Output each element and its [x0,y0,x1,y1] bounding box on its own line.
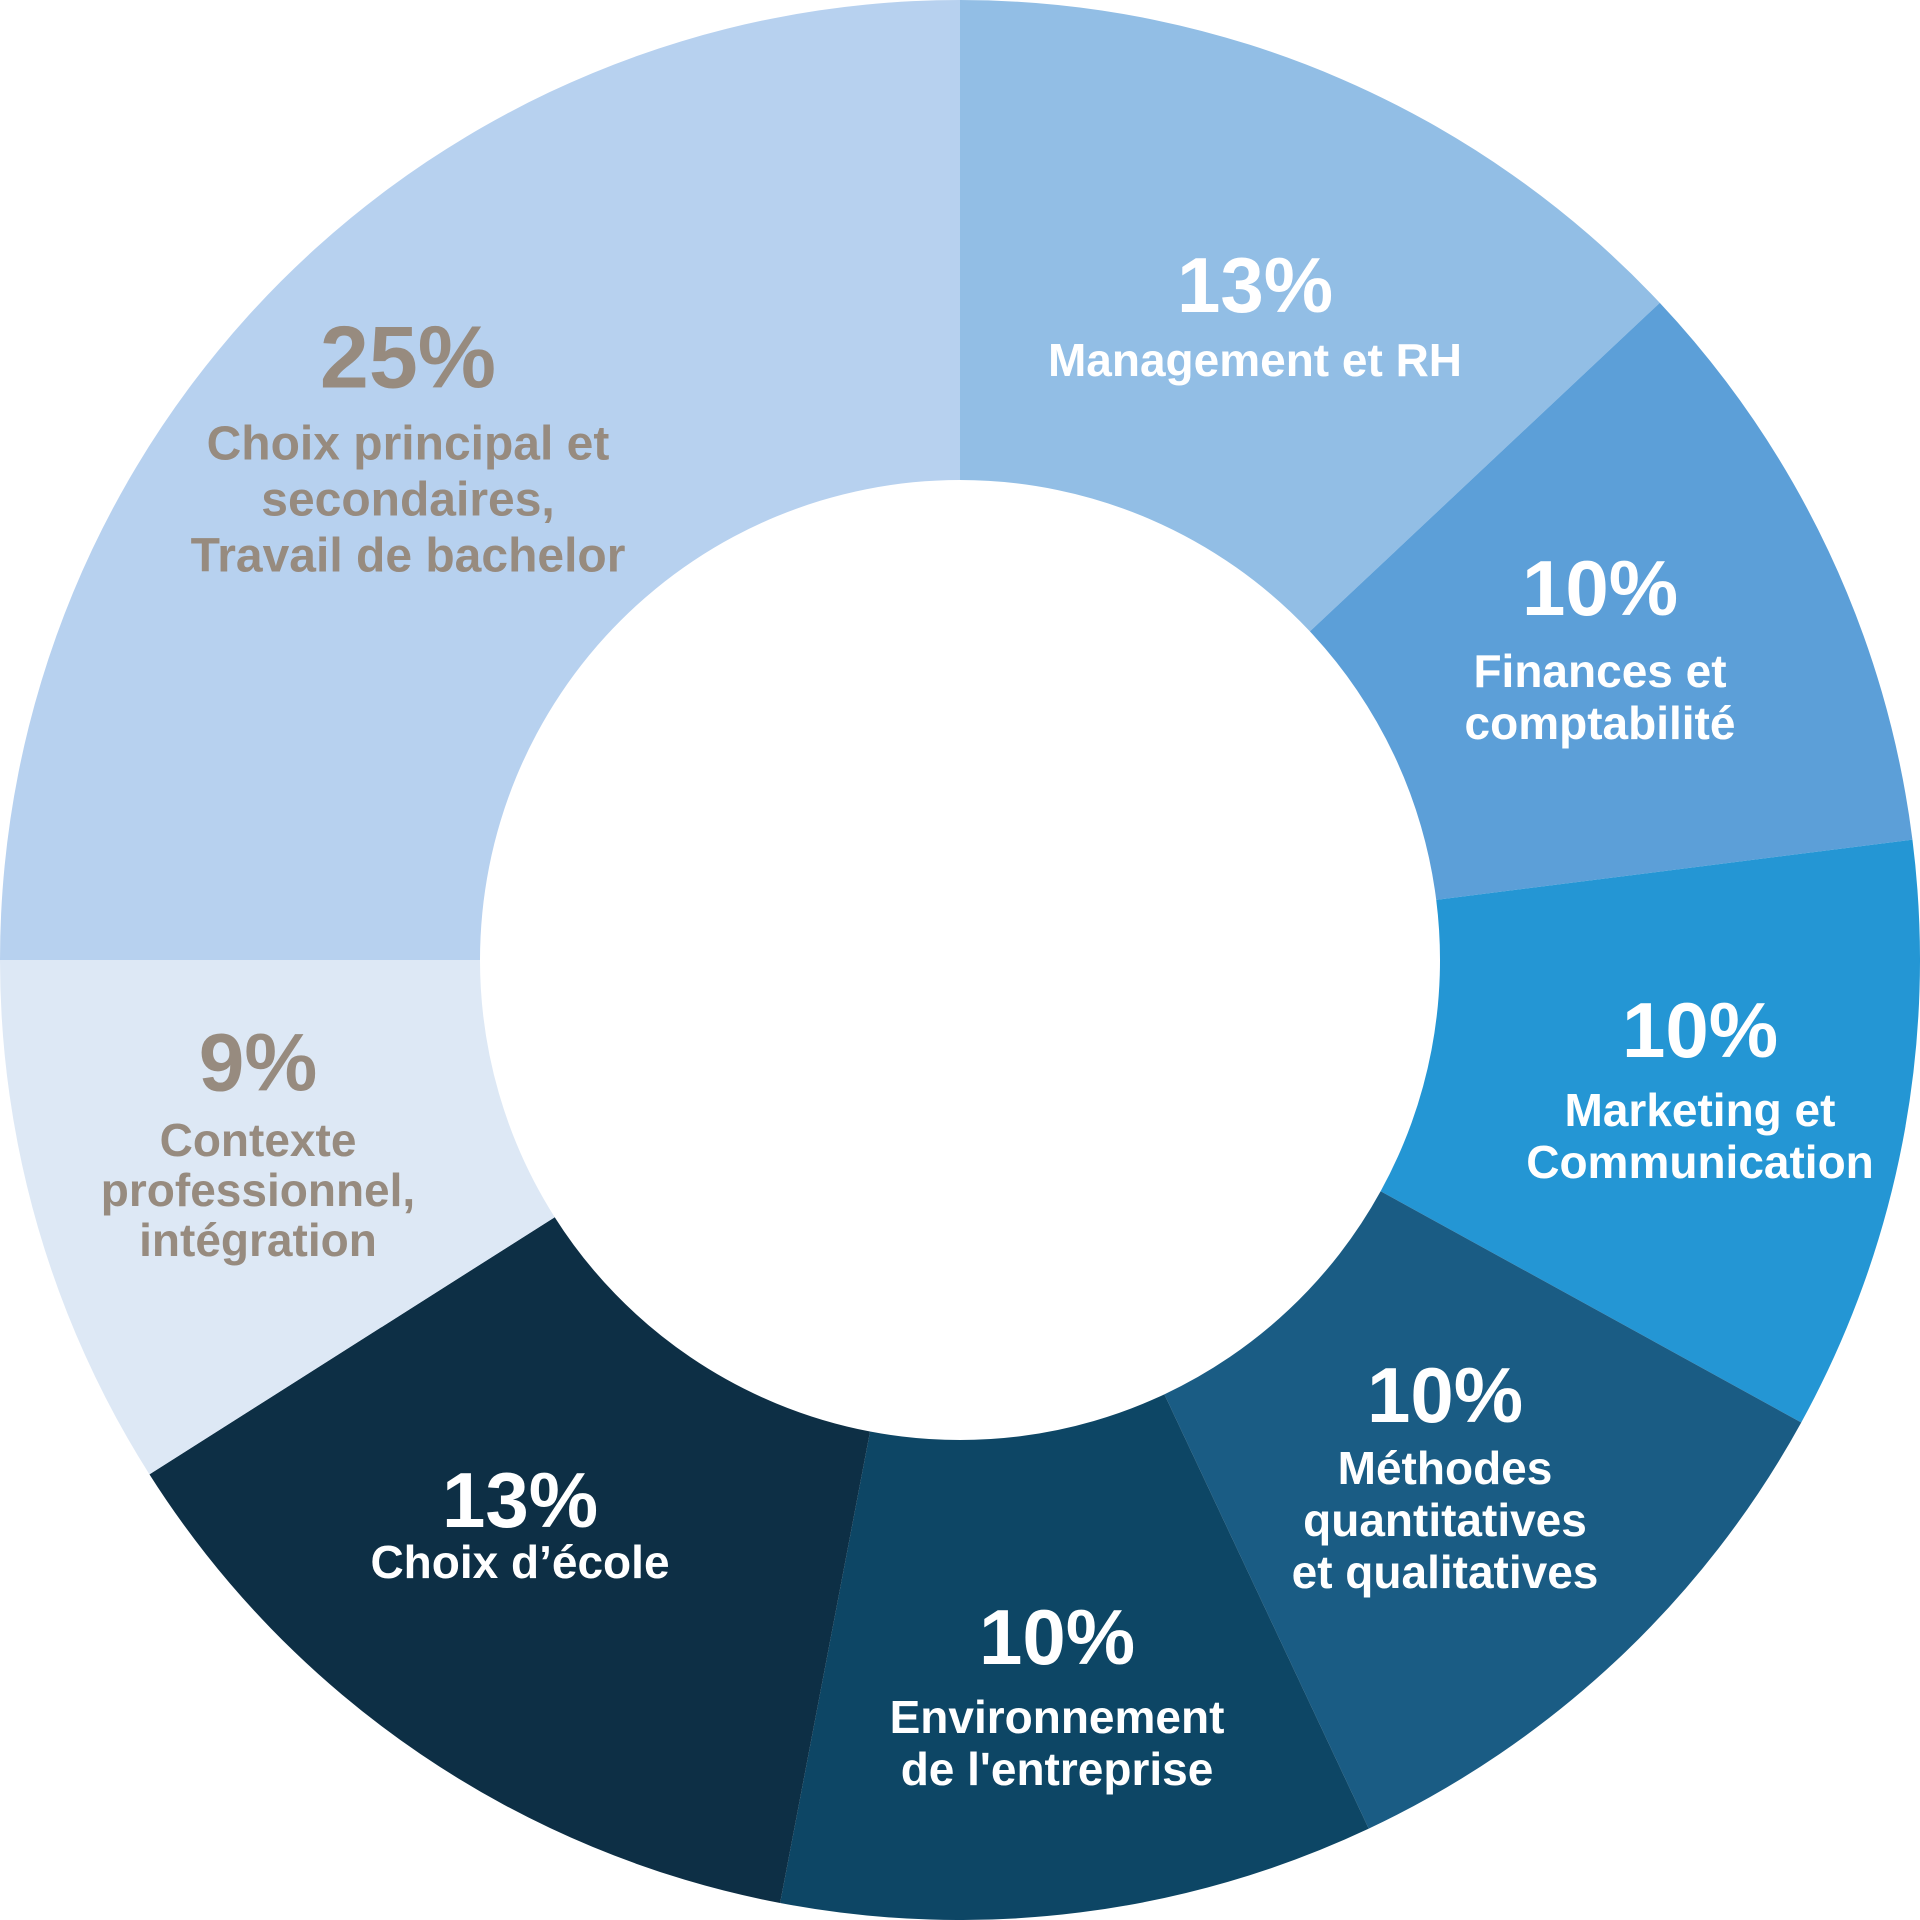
segment-percent-label: 25% [320,308,496,407]
segment-name-label: Marketing et [1565,1084,1836,1136]
segment-percent-label: 10% [1522,544,1678,632]
segment-percent-label: 10% [1367,1351,1523,1439]
segment-name-label: Communication [1526,1136,1874,1188]
segment-name-label: quantitatives [1303,1494,1587,1546]
segment-name-label: et qualitatives [1292,1546,1599,1598]
segment-name-label: secondaires, [261,474,554,527]
segment-percent-label: 10% [979,1593,1135,1681]
segment-percent-label: 13% [1177,241,1333,329]
segment-name-label: Travail de bachelor [191,530,626,583]
segment-name-label: de l'entreprise [901,1743,1214,1795]
pie-segment-choix-d-ecole [149,1217,871,1903]
segment-name-label: Environnement [890,1691,1225,1743]
segment-name-label: Contexte [160,1114,357,1166]
pie-segment-finances-et-comptabilite [1309,302,1913,900]
segment-name-label: Choix principal et [207,418,610,471]
pie-segment-methodes-quantitatives-et-qualitatives [1164,1191,1802,1829]
segment-percent-label: 9% [199,1018,318,1109]
pie-segment-management-et-rh [960,0,1660,632]
segment-name-label: Finances et [1473,645,1726,697]
pie-segment-environnement-de-l-entreprise [780,1394,1369,1920]
segment-name-label: Méthodes [1338,1442,1553,1494]
segment-name-label: comptabilité [1465,697,1736,749]
segment-percent-label: 13% [442,1456,598,1544]
segment-name-label: professionnel, [101,1164,415,1216]
segment-name-label: intégration [139,1214,377,1266]
pie-segment-choix-principal-et-secondaires-travail-de-bachelor [0,0,960,960]
segment-percent-label: 10% [1622,986,1778,1074]
pie-segment-marketing-et-communication [1380,839,1920,1423]
segment-name-label: Management et RH [1048,334,1462,386]
segment-name-label: Choix d’école [370,1536,669,1588]
pie-segment-contexte-professionnel-integration [0,960,555,1475]
